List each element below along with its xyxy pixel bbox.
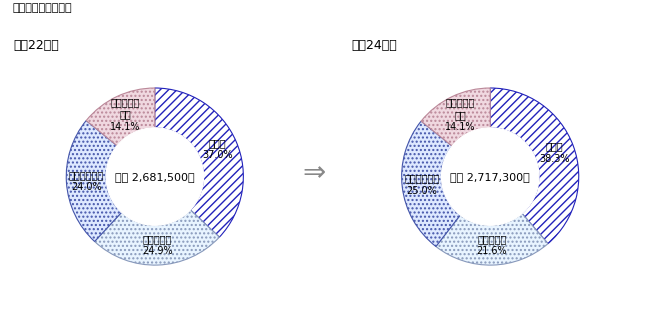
Circle shape xyxy=(106,128,204,225)
Text: 奨学金
38.3%: 奨学金 38.3% xyxy=(539,142,570,164)
Text: 収入 2,717,300円: 収入 2,717,300円 xyxy=(450,171,530,182)
Text: 奨学金
37.0%: 奨学金 37.0% xyxy=(203,138,233,160)
Text: 【大学院博士課程】: 【大学院博士課程】 xyxy=(13,3,72,13)
Text: 家庭からの
給付
14.1%: 家庭からの 給付 14.1% xyxy=(110,97,141,132)
Wedge shape xyxy=(490,88,579,244)
Wedge shape xyxy=(421,88,490,146)
Text: アルバイト
21.6%: アルバイト 21.6% xyxy=(477,234,507,256)
Wedge shape xyxy=(66,120,122,241)
Wedge shape xyxy=(155,88,243,237)
Text: ⇒: ⇒ xyxy=(303,159,326,187)
Text: 平成24年度: 平成24年度 xyxy=(352,39,397,51)
Wedge shape xyxy=(86,88,155,146)
Circle shape xyxy=(441,128,539,225)
Text: 平成22年度: 平成22年度 xyxy=(13,39,59,51)
Text: アルバイト
24.9%: アルバイト 24.9% xyxy=(142,234,172,256)
Text: 定職・その他
25.0%: 定職・その他 25.0% xyxy=(404,173,440,196)
Wedge shape xyxy=(402,121,461,247)
Text: 収入 2,681,500円: 収入 2,681,500円 xyxy=(115,171,195,182)
Wedge shape xyxy=(95,210,219,265)
Text: 定職・その他
24.0%: 定職・その他 24.0% xyxy=(69,170,104,193)
Text: 家庭からの
給付
14.1%: 家庭からの 給付 14.1% xyxy=(445,97,476,132)
Wedge shape xyxy=(436,213,548,265)
